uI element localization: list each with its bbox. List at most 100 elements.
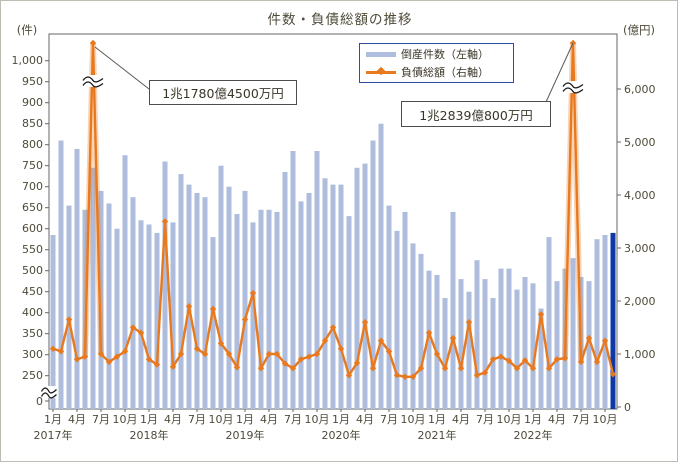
bar-2019-07	[290, 151, 296, 409]
line-marker-2021-04	[457, 365, 465, 372]
bar-2022-10	[602, 235, 608, 409]
line-marker-2018-09	[209, 305, 217, 313]
tick-label: 4月	[452, 413, 470, 426]
tick-label: 1,000	[624, 347, 656, 361]
tick-label: 10月	[304, 413, 330, 426]
line-marker-2021-01	[433, 350, 441, 358]
bar-2021-04	[458, 279, 464, 409]
bar-2021-07	[482, 279, 488, 409]
bar-2022-03	[546, 237, 552, 409]
line-marker-2018-05	[177, 350, 185, 358]
line-marker-2020-10	[409, 373, 417, 380]
bar-2018-08	[202, 197, 208, 409]
line-marker-2019-08	[297, 356, 305, 363]
line-marker-2020-01	[337, 345, 345, 352]
bar-2022-11	[610, 232, 616, 409]
line-marker-2021-02	[441, 365, 449, 372]
tick-label: 450	[22, 285, 43, 299]
legend-label-bars: 倒産件数（左軸）	[401, 48, 489, 62]
tick-label: 10月	[400, 413, 426, 426]
bar-2022-06	[570, 258, 576, 409]
line-marker-2019-06	[281, 360, 289, 367]
legend: 倒産件数（左軸） 負債総額（右軸）	[359, 43, 514, 83]
bar-2017-08	[106, 203, 112, 409]
line-series-swatch-icon	[366, 67, 396, 77]
tick-label: 600	[22, 222, 43, 236]
tick-label: 7月	[380, 413, 398, 426]
bar-2018-07	[194, 193, 200, 409]
line-marker-2022-08	[585, 334, 593, 342]
bar-2018-09	[210, 237, 216, 409]
line-marker-2017-02	[57, 348, 65, 355]
legend-item-line: 負債総額（右軸）	[366, 63, 507, 80]
line-marker-2017-09	[113, 353, 121, 360]
bar-2021-08	[490, 298, 496, 409]
annotation-2017-spike: 1兆1780億4500万円	[149, 80, 297, 105]
tick-label: 4月	[548, 413, 566, 426]
tick-label: 2018年	[129, 429, 169, 442]
line-marker-2019-12	[329, 324, 337, 331]
axis-break-icon	[562, 87, 584, 94]
line-marker-2018-10	[217, 340, 225, 347]
bar-2019-09	[306, 193, 312, 409]
line-marker-2022-07	[577, 358, 585, 366]
bar-2017-10	[122, 155, 128, 409]
tick-label: 4月	[164, 413, 182, 426]
line-marker-2020-08	[393, 372, 401, 379]
line-marker-2020-02	[345, 372, 353, 379]
line-marker-2022-09	[593, 358, 601, 366]
tick-label: 3,000	[624, 241, 656, 255]
bar-2020-05	[370, 140, 376, 409]
line-marker-2019-09	[305, 353, 313, 360]
leader-line-2017	[94, 46, 150, 90]
line-marker-2018-04	[169, 363, 177, 370]
bar-2017-02	[58, 140, 64, 409]
tick-label: 850	[22, 117, 43, 131]
bar-2021-11	[514, 289, 520, 409]
tick-label: 2022年	[513, 429, 553, 442]
tick-label: 4月	[356, 413, 374, 426]
tick-label: 10月	[208, 413, 234, 426]
leader-line-2022	[545, 42, 574, 103]
bar-2022-04	[554, 281, 560, 409]
bar-2018-04	[170, 222, 176, 409]
bar-2017-03	[66, 205, 72, 409]
bar-2020-12	[426, 270, 432, 409]
left-axis-unit: (件)	[16, 23, 38, 37]
line-marker-2017-05	[81, 353, 89, 360]
line-marker-2022-05	[561, 355, 569, 362]
bar-2022-02	[538, 308, 544, 409]
bar-2021-05	[466, 291, 472, 409]
line-marker-2019-11	[321, 337, 329, 344]
line-marker-2022-01	[529, 365, 537, 372]
bar-2020-07	[386, 205, 392, 409]
annotation-2017-text: 1兆1780億4500万円	[162, 86, 284, 101]
line-marker-2017-11	[129, 324, 137, 331]
line-marker-2021-12	[521, 357, 529, 364]
tick-label: 350	[22, 327, 43, 341]
line-marker-2018-06	[185, 303, 193, 310]
bar-2020-03	[354, 167, 360, 409]
bar-2019-08	[298, 201, 304, 409]
tick-label: 2019年	[225, 429, 265, 442]
bar-2020-10	[410, 243, 416, 409]
tick-label: 7月	[188, 413, 206, 426]
bar-2017-04	[74, 148, 80, 409]
bar-2017-12	[138, 220, 144, 409]
tick-label: 1月	[44, 413, 62, 426]
tick-label: 6,000	[624, 82, 656, 96]
bar-2017-01	[50, 235, 56, 409]
line-marker-2017-10	[121, 348, 129, 355]
line-marker-2020-09	[401, 373, 409, 380]
line-marker-2018-03	[161, 218, 169, 225]
bar-2021-06	[474, 260, 480, 409]
bar-2019-05	[274, 211, 280, 409]
tick-label: 700	[22, 180, 43, 194]
tick-label: 1月	[428, 413, 446, 426]
line-marker-2021-03	[449, 334, 457, 342]
line-marker-2020-06	[377, 337, 385, 344]
line-marker-2017-08	[105, 358, 113, 366]
line-marker-2021-06	[473, 372, 481, 379]
line-marker-2019-03	[257, 365, 265, 372]
